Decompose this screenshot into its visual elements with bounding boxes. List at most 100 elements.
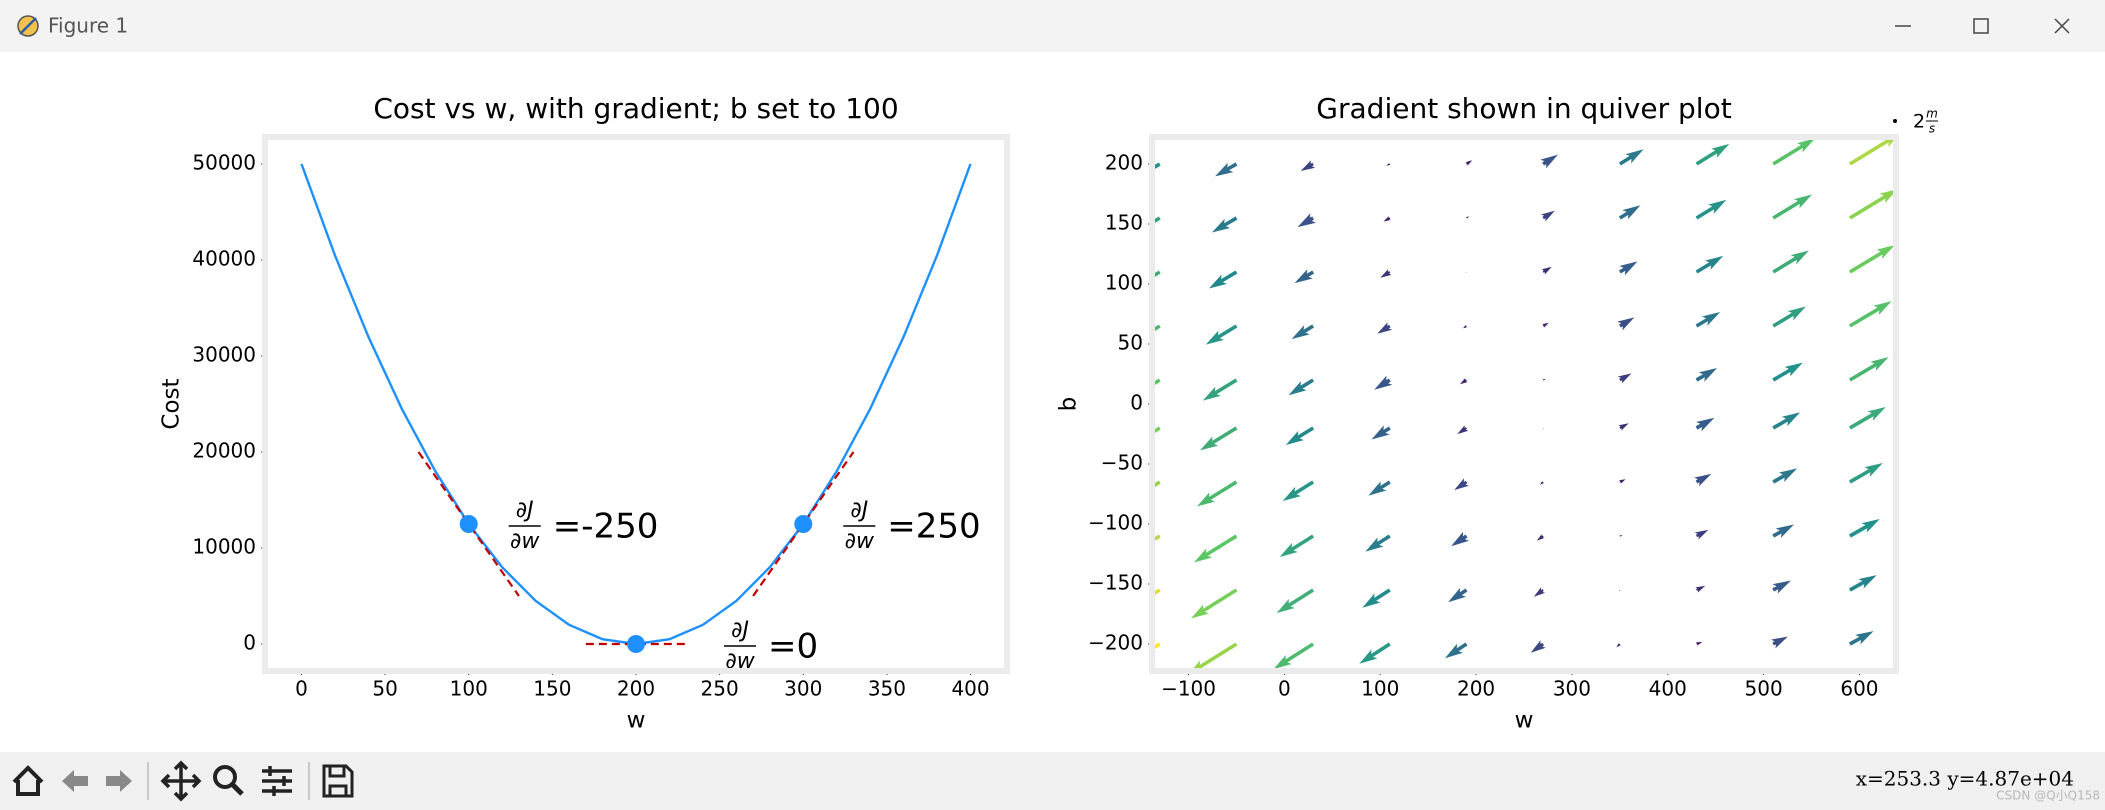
configure-button[interactable]: [262, 766, 292, 796]
quiver-arrow: [1542, 378, 1546, 381]
axes-frame: [1149, 134, 1899, 674]
quiver-arrow: [1445, 642, 1468, 659]
derivative-denominator: ∂w: [845, 529, 875, 554]
quiver-arrow: [1466, 216, 1470, 219]
quiver-arrow: [1772, 524, 1794, 538]
quiver-arrow: [1215, 162, 1238, 177]
y-tick-label: 50: [1118, 331, 1143, 355]
save-button[interactable]: [322, 764, 354, 798]
x-tick-label: 400: [1649, 677, 1687, 701]
y-tick-label: 10000: [192, 535, 256, 559]
quiver-arrow: [1772, 468, 1798, 484]
quiver-arrow: [1155, 324, 1161, 331]
quiver-arrow: [1202, 378, 1238, 401]
quiver-arrow: [1848, 140, 1893, 166]
quiver-arrow: [1294, 269, 1315, 284]
y-tick-label: 40000: [192, 247, 256, 271]
quiver-arrow: [1695, 312, 1721, 328]
quiver-arrow: [1695, 368, 1718, 382]
quiver-arrow: [1695, 642, 1703, 646]
y-tick-label: 50000: [192, 151, 256, 175]
quiver-arrow: [1374, 375, 1393, 390]
quiver-arrow: [1288, 378, 1315, 396]
back-button[interactable]: [62, 770, 88, 792]
y-tick-label: 0: [1130, 391, 1143, 415]
axes-frame: [262, 134, 1010, 674]
quiver-arrow: [1155, 642, 1161, 650]
gradient-point: [627, 635, 645, 653]
quiver-arrow: [1274, 642, 1315, 668]
quiver-arrow: [1772, 362, 1803, 382]
quiver-arrow: [1530, 640, 1546, 653]
quiver-arrow: [1368, 480, 1391, 496]
y-tick-label: 100: [1105, 271, 1143, 295]
quiver-arrow: [1465, 160, 1473, 166]
quiver-arrow: [1695, 143, 1730, 166]
quiver-arrow: [1617, 317, 1635, 331]
zoom-button[interactable]: [213, 765, 244, 796]
maximize-button[interactable]: [1973, 18, 1989, 34]
x-tick-label: 100: [450, 677, 488, 701]
quiver-arrow: [1155, 378, 1161, 385]
quiver-arrow: [1619, 535, 1623, 537]
quiver-arrow: [1211, 216, 1238, 233]
x-axis-label: w: [627, 708, 646, 734]
x-tick-label: 0: [295, 677, 308, 701]
close-button[interactable]: [2054, 18, 2070, 34]
quiver-arrow: [1772, 194, 1812, 220]
quiver-arrow: [1541, 210, 1555, 222]
quiver-arrow: [1448, 587, 1468, 603]
x-tick-label: 0: [1278, 677, 1291, 701]
quiver-arrow: [1772, 580, 1791, 594]
quiver-arrow: [1848, 245, 1893, 274]
quiver-arrow: [1454, 478, 1469, 491]
chart-title: Gradient shown in quiver plot: [1316, 92, 1731, 125]
quiver-arrow: [1618, 149, 1644, 166]
y-tick-label: 200: [1105, 151, 1143, 175]
quiver-arrow: [1155, 216, 1161, 223]
x-tick-label: 300: [784, 677, 822, 701]
toolbar-icons: [12, 760, 354, 802]
x-tick-label: 150: [533, 677, 571, 701]
quiver-arrow: [1771, 636, 1788, 649]
quiver-arrow: [1695, 199, 1727, 220]
quiver-arrow: [1365, 534, 1391, 552]
quiver-arrow: [1465, 271, 1467, 273]
quiver-arrow: [1282, 480, 1315, 501]
pan-button[interactable]: [160, 760, 202, 802]
gradient-tangent: [752, 451, 855, 597]
y-tick-label: 0: [243, 631, 256, 655]
home-button[interactable]: [12, 765, 44, 796]
quiver-arrow: [1377, 322, 1393, 334]
quiver-arrow: [1617, 373, 1632, 384]
quiver-arrow: [1695, 417, 1715, 432]
quiver-arrow: [1772, 250, 1809, 274]
forward-button[interactable]: [106, 770, 132, 792]
x-tick-label: 200: [1457, 677, 1495, 701]
gradient-label: =0: [768, 627, 818, 667]
quiver-arrow: [1618, 205, 1641, 220]
y-axis-label: Cost: [159, 378, 185, 429]
derivative-numerator: ∂J: [516, 498, 534, 523]
quiver-arrow: [1848, 301, 1892, 328]
gradient-label: =250: [887, 507, 980, 547]
y-tick-label: −50: [1101, 451, 1143, 475]
derivative-numerator: ∂J: [850, 498, 868, 523]
quiver-arrow: [1459, 378, 1468, 385]
figure: Cost vs w, with gradient; b set to 100 w C…: [159, 92, 1938, 734]
x-tick-label: 400: [951, 677, 989, 701]
quiver-arrow: [1849, 463, 1883, 484]
app-icon: [17, 15, 39, 37]
watermark: CSDN @Q小Q158: [1996, 789, 2100, 803]
quiver-arrow: [1849, 407, 1886, 430]
quiver-arrow: [1155, 270, 1161, 277]
quiver-arrow: [1205, 324, 1238, 345]
quiver-arrow: [1772, 306, 1806, 328]
quiver-arrow: [1155, 588, 1161, 596]
y-tick-label: 30000: [192, 343, 256, 367]
quiver-arrow: [1155, 534, 1161, 542]
quiver-arrow: [1200, 426, 1238, 451]
